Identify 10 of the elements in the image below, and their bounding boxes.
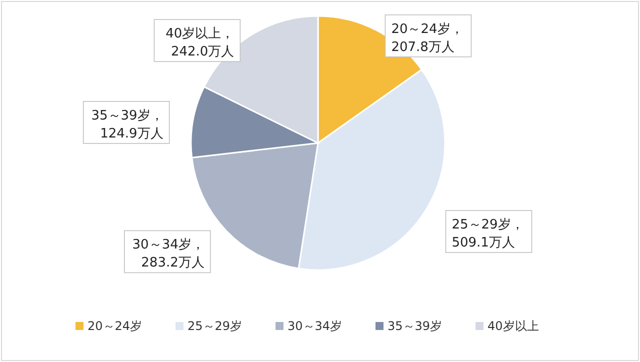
legend-label: 35～39岁	[388, 319, 442, 333]
legend-label: 40岁以上	[488, 319, 539, 333]
legend-label: 25～29岁	[188, 319, 242, 333]
data-label: 35～39岁， 124.9万人	[91, 108, 164, 142]
data-label: 40岁以上， 242.0万人	[166, 26, 234, 60]
data-label: 20～24岁， 207.8万人	[391, 22, 464, 55]
legend-label: 20～24岁	[88, 319, 142, 333]
legend-label: 30～34岁	[288, 319, 342, 333]
data-label: 25～29岁， 509.1万人	[452, 218, 524, 251]
data-label: 30～34岁， 283.2万人	[132, 238, 204, 271]
